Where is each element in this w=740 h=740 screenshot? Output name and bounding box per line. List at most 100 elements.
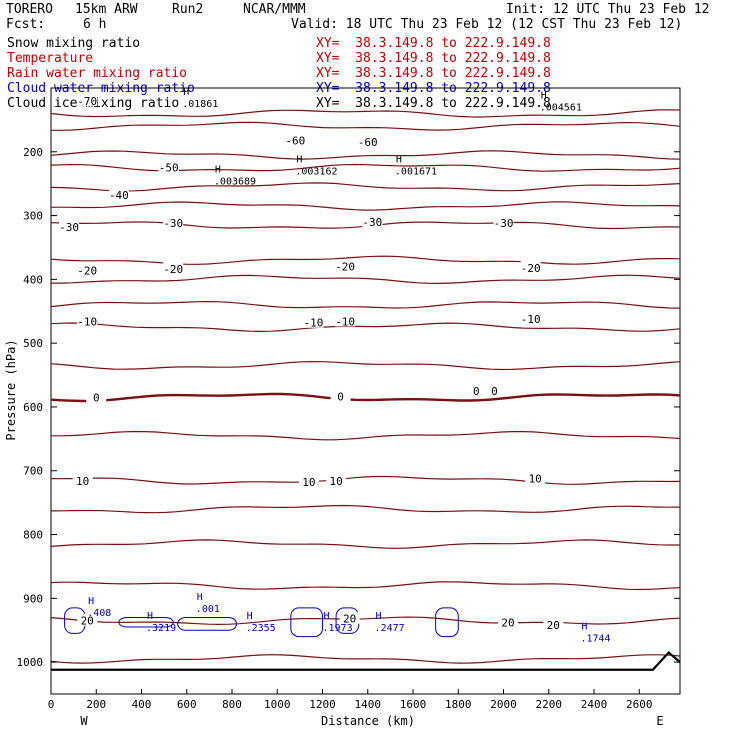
max-value-0: .01861 [182,99,218,110]
contour-label-bg-25 [77,613,98,626]
max-marker-H-2: H [215,165,221,176]
contour-label-26: 20 [343,613,356,626]
x-tick-label-200: 200 [86,698,106,711]
field-name-temperature: Temperature [7,51,94,66]
contour-label-bg-21 [72,473,93,486]
isotherm-10-14 [50,475,681,485]
max-marker-H-3: H [296,154,302,165]
terrain-line [51,651,681,671]
isotherm--10-10 [50,322,681,333]
x-tick-label-2400: 2400 [581,698,608,711]
x-axis-east-label: E [656,714,663,728]
contour-label-8: -30 [494,217,514,230]
contour-label-bg-15 [335,314,356,327]
x-axis: 0 200 400 600 800 1000 1200 1400 1600 1800 2000 220… [48,689,653,711]
isotherm-20-19 [50,654,681,664]
y-tick-label-1000: 1000 [17,656,44,669]
max-value-10: .2477 [375,623,405,634]
contour-label-17: 0 [93,391,100,404]
x-axis-title: Distance (km) [321,714,415,728]
contour-label-bg-20 [484,384,505,396]
max-marker-H-8: H [247,611,253,622]
plot-frame [50,87,681,695]
x-axis-west-label: W [80,714,88,728]
x-tick-label-0: 0 [48,698,55,711]
contour-label-20: 0 [491,385,498,398]
org-label: NCAR/MMM [243,2,306,17]
x-tick-label-1400: 1400 [355,698,382,711]
contour-label-bg-3 [158,160,179,173]
contour-label-bg-27 [498,615,519,628]
contour-label-bg-8 [493,216,514,229]
max-value-7: .001 [196,604,220,615]
max-value-5: .408 [87,608,111,619]
contour-label-16: -10 [521,313,541,326]
x-tick-label-1800: 1800 [445,698,472,711]
x-tick-label-1200: 1200 [309,698,336,711]
contour-label-bg-2 [357,135,378,148]
max-value-1: .004561 [540,103,582,114]
isotherm-0-11 [50,360,681,371]
isotherm--40-4 [50,182,681,192]
contour-label-14: -10 [304,317,324,330]
x-tick-label-1000: 1000 [264,698,291,711]
max-marker-H-9: H [323,611,329,622]
contour-label-bg-24 [525,471,546,484]
contour-labels: -70 -60 -60 -50 -40 -30 -30 -30 -30 -20 -20 -20 -20 -… [59,93,564,632]
contour-label-27: 20 [501,617,514,630]
y-tick-label-400: 400 [23,273,43,286]
contour-label-bg-4 [108,188,129,201]
isotherm--60-1 [51,121,681,131]
isotherm--10-9 [50,300,681,309]
contour-label-bg-7 [362,214,383,227]
contour-label-bg-16 [520,311,541,324]
isotherm--30-5 [50,201,681,211]
x-tick-label-2000: 2000 [490,698,517,711]
contour-label-bg-11 [335,259,356,272]
contour-label-bg-28 [543,618,564,631]
y-tick-label-700: 700 [23,465,43,478]
isotherm-20-16 [50,539,680,549]
contour-label-bg-1 [285,133,306,146]
max-value-6: .3219 [146,623,176,634]
valid-time: Valid: 18 UTC Thu 23 Feb 12 (12 CST Thu … [291,17,683,32]
max-value-3: .003162 [295,166,337,177]
contour-label-18: 0 [337,391,344,404]
isotherm--20-7 [50,255,681,265]
temperature-isotherms [50,109,681,664]
contour-label-bg-23 [326,473,347,486]
field-name-rain: Rain water mixing ratio [7,66,188,81]
contour-label-1: -60 [285,134,305,147]
contour-label-bg-22 [298,475,319,488]
isotherm-20-17 [50,581,681,591]
y-tick-label-600: 600 [23,401,43,414]
y-tick-label-900: 900 [23,592,43,605]
contour-label-11: -20 [335,261,355,274]
cloud-water-contour-2 [177,616,238,631]
x-tick-label-800: 800 [222,698,242,711]
contour-label-bg-13 [77,314,98,327]
contour-label-4: -40 [109,189,129,202]
contour-label-0: -70 [77,95,97,108]
contour-label-bg-12 [520,260,541,273]
max-value-11: .1744 [580,633,610,644]
contour-label-bg-26 [339,611,360,624]
max-marker-H-11: H [581,621,587,632]
contour-label-21: 10 [76,475,89,488]
fcst-label: Fcst: [6,17,46,32]
contour-label-10: -20 [163,263,183,276]
isotherm--60-0 [50,109,681,118]
max-marker-H-4: H [396,154,402,165]
contour-label-bg-18 [330,389,351,402]
y-tick-label-300: 300 [23,210,43,223]
isotherm-0-12 [50,392,681,403]
x-tick-label-600: 600 [177,698,197,711]
isotherm--50-3 [50,163,681,172]
contour-label-24: 10 [529,472,542,485]
max-marker-H-1: H [541,91,547,102]
cloud-water-contour-1 [118,616,174,628]
max-marker-H-0: H [183,87,189,98]
maxima-markers: H.01861H.004561H.003689H.003162H.001671H… [87,87,610,645]
field-xy-cloud-ice: XY= 38.3.149.8 to 222.9.149.8 [316,96,551,111]
